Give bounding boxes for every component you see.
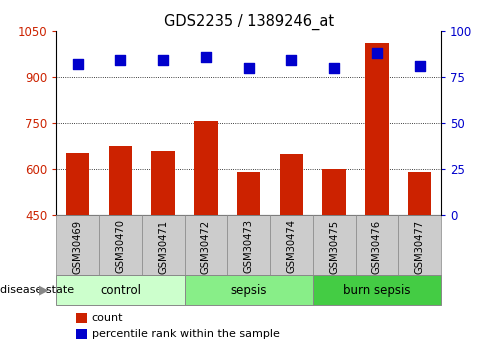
Bar [151,151,175,215]
Text: count: count [92,313,123,323]
Text: GSM30472: GSM30472 [201,219,211,274]
Text: ▶: ▶ [39,284,49,297]
Text: percentile rank within the sample: percentile rank within the sample [92,329,279,339]
Point [117,58,124,63]
Bar [99,215,142,275]
Text: GSM30475: GSM30475 [329,219,339,274]
Bar [227,215,270,275]
Text: sepsis: sepsis [230,284,267,297]
Bar [56,215,99,275]
Point [159,58,167,63]
Text: burn sepsis: burn sepsis [343,284,411,297]
Text: GSM30470: GSM30470 [116,219,125,274]
Point [416,63,423,69]
Bar [185,275,313,305]
Text: GSM30471: GSM30471 [158,219,168,274]
Bar [56,275,185,305]
Bar [313,215,356,275]
Bar [237,172,260,215]
Point [373,50,381,56]
Bar [322,169,346,215]
Bar [398,215,441,275]
Bar [313,275,441,305]
Point [330,65,338,70]
Text: GSM30476: GSM30476 [372,219,382,274]
Text: GSM30473: GSM30473 [244,219,254,274]
Text: control: control [100,284,141,297]
Bar [270,215,313,275]
Bar [356,215,398,275]
Point [245,65,253,70]
Bar [109,146,132,215]
Bar [194,121,218,215]
Text: GSM30477: GSM30477 [415,219,425,274]
Text: GSM30469: GSM30469 [73,219,83,274]
Text: disease state: disease state [0,285,74,295]
Bar [185,215,227,275]
Bar [280,154,303,215]
Point [74,61,82,67]
Bar [142,215,185,275]
Bar [365,43,389,215]
Bar [66,154,90,215]
Point [288,58,295,63]
Text: GSM30474: GSM30474 [287,219,296,274]
Point [202,54,210,59]
Title: GDS2235 / 1389246_at: GDS2235 / 1389246_at [164,13,334,30]
Bar [408,172,431,215]
